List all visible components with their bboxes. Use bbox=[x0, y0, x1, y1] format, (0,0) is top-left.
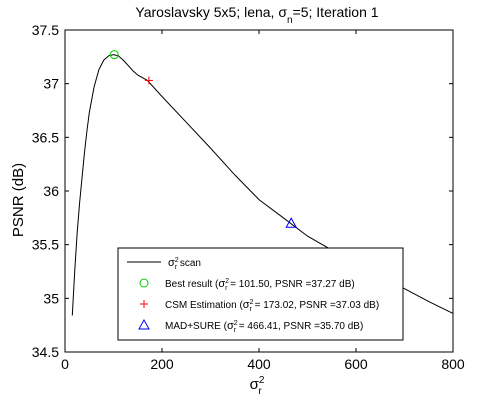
marker-best bbox=[109, 50, 119, 60]
y-tick-label: 35 bbox=[43, 290, 59, 306]
legend-symbol-1 bbox=[139, 278, 149, 288]
y-tick-label: 34.5 bbox=[32, 344, 59, 360]
xlabel-sub: r bbox=[258, 386, 262, 397]
marker-csm bbox=[144, 76, 153, 85]
xlabel-sup: 2 bbox=[259, 375, 265, 386]
legend-sigma: σ bbox=[218, 278, 225, 290]
x-tick-label: 400 bbox=[247, 356, 271, 372]
legend-sup: 2 bbox=[175, 257, 179, 264]
legend-entry-2: CSM Estimation (σ2 r = 173.02, PSNR =37.0… bbox=[165, 299, 379, 313]
legend-entry-3: MAD+SURE (σ2 r = 466.41, PSNR =35.70 dB) bbox=[165, 320, 363, 334]
legend-pre: MAD+SURE ( bbox=[165, 321, 228, 332]
legend-entry-0: σ2 r scan bbox=[168, 257, 201, 271]
x-tick-label: 800 bbox=[441, 356, 465, 372]
legend-post: scan bbox=[177, 258, 201, 269]
legend-sup: 2 bbox=[234, 320, 238, 327]
x-tick-label: 200 bbox=[150, 356, 174, 372]
legend-sigma: σ bbox=[168, 257, 175, 269]
title-suffix: =5; Iteration 1 bbox=[293, 4, 379, 20]
legend-pre: CSM Estimation ( bbox=[165, 300, 243, 311]
chart-title: Yaroslavsky 5x5; lena, σn=5; Iteration 1 bbox=[135, 4, 378, 26]
x-tick-label: 600 bbox=[344, 356, 368, 372]
y-tick-label: 37.5 bbox=[32, 22, 59, 38]
x-tick-label: 0 bbox=[61, 356, 69, 372]
legend-post: = 466.41, PSNR =35.70 dB) bbox=[236, 321, 363, 332]
legend-sub: r bbox=[175, 264, 178, 271]
legend-entry-1: Best result (σ2 r = 101.50, PSNR =37.27 d… bbox=[165, 278, 355, 292]
legend-sigma: σ bbox=[243, 299, 250, 311]
x-axis-label: σ2 r bbox=[250, 375, 265, 397]
title-subscript: n bbox=[287, 15, 293, 26]
y-tick-label: 35.5 bbox=[32, 237, 59, 253]
legend-post: = 101.50, PSNR =37.27 dB) bbox=[227, 279, 354, 290]
y-tick-label: 36.5 bbox=[32, 129, 59, 145]
legend-sub: r bbox=[234, 327, 237, 334]
marker-mad bbox=[285, 217, 298, 228]
legend-pre: Best result ( bbox=[165, 279, 219, 290]
legend-sup: 2 bbox=[250, 299, 254, 306]
legend-sub: r bbox=[225, 285, 228, 292]
legend-symbol-2 bbox=[140, 300, 148, 308]
title-prefix: Yaroslavsky 5x5; lena, bbox=[135, 4, 278, 20]
title-sigma: σ bbox=[278, 4, 287, 20]
legend-post: = 173.02, PSNR =37.03 dB) bbox=[252, 300, 379, 311]
legend-sigma: σ bbox=[227, 320, 234, 332]
y-tick-label: 36 bbox=[43, 183, 59, 199]
axis-ticks: 0 200 400 600 800 34.5 35 35.5 36 36.5 37 37.5 bbox=[32, 22, 465, 372]
legend-sub: r bbox=[250, 306, 253, 313]
y-tick-label: 37 bbox=[43, 76, 59, 92]
legend-sup: 2 bbox=[225, 278, 229, 285]
y-axis-label: PSNR (dB) bbox=[10, 163, 27, 237]
xlabel-sigma: σ bbox=[250, 376, 260, 393]
legend-box bbox=[117, 247, 404, 341]
legend-symbol-3 bbox=[138, 318, 150, 330]
